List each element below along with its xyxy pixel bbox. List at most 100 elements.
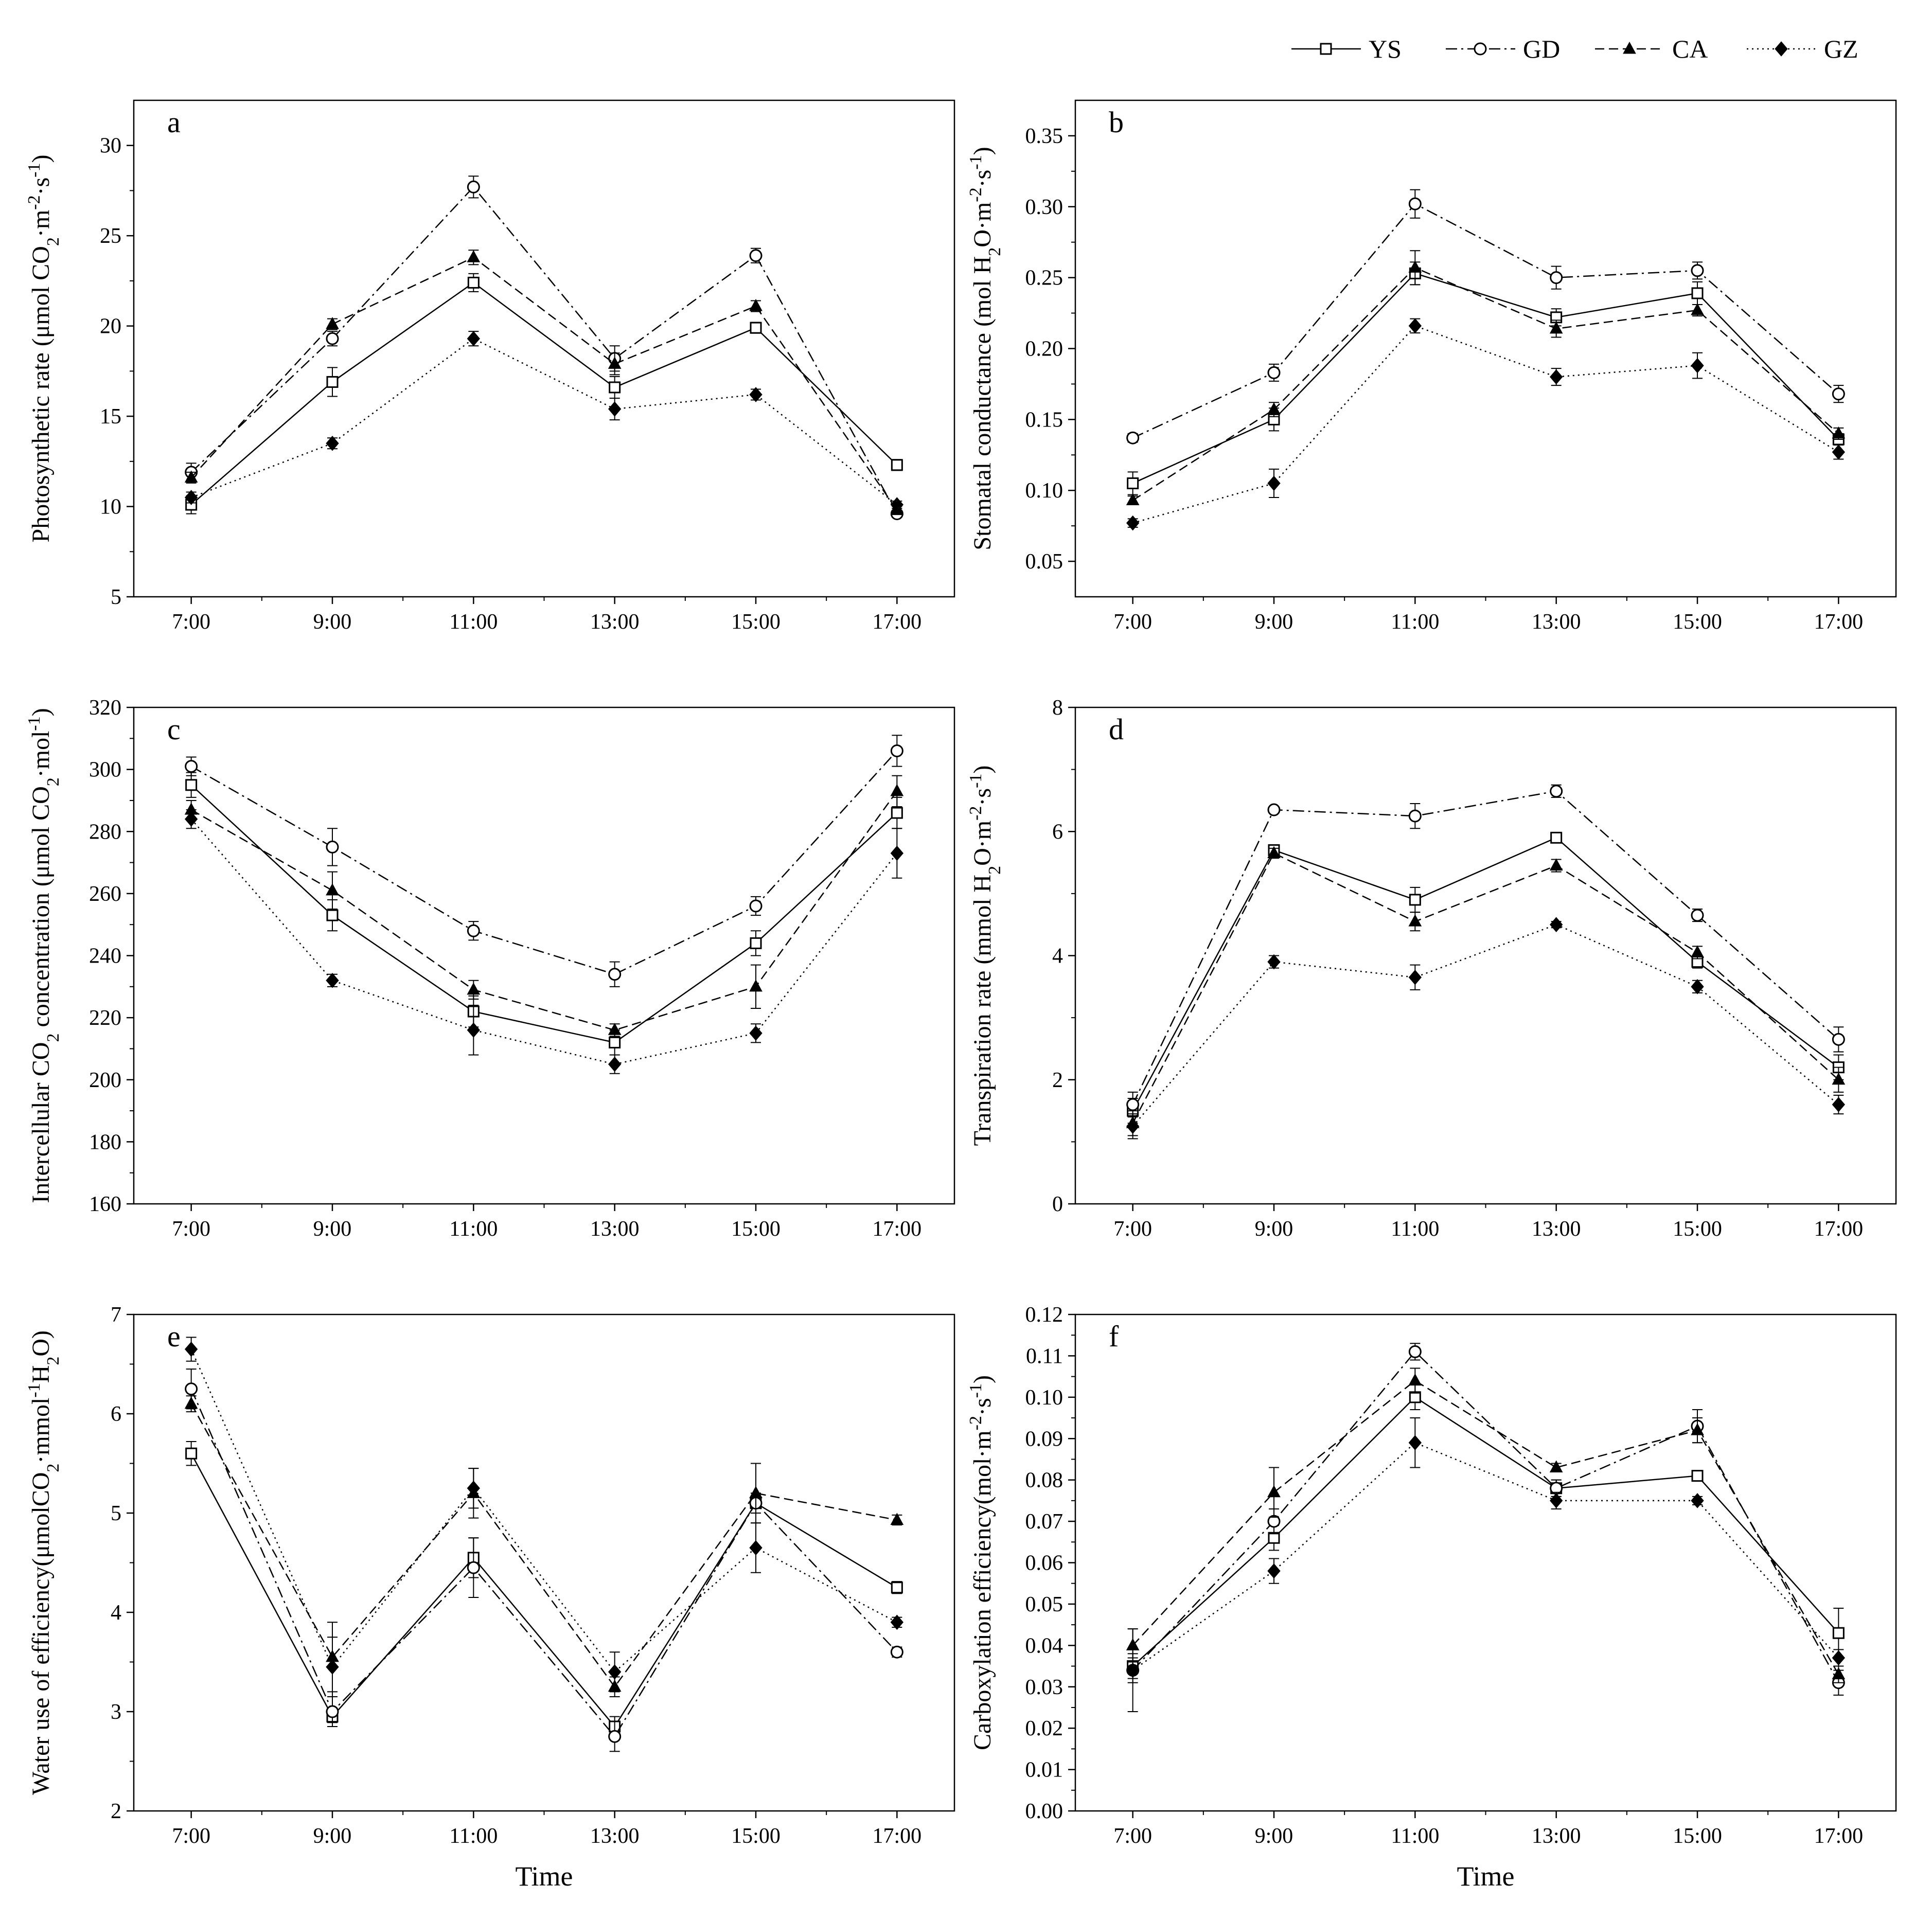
data-point: [609, 1036, 621, 1048]
x-tick-label: 9:00: [313, 610, 352, 634]
data-point: [1691, 979, 1704, 994]
data-point: [1267, 846, 1281, 858]
x-tick-label: 17:00: [1814, 1217, 1864, 1241]
y-tick-label: 25: [100, 224, 121, 248]
series-line: [1132, 837, 1839, 1111]
panel-label: d: [1109, 713, 1124, 746]
data-point: [1267, 1485, 1281, 1498]
data-point: [1691, 909, 1704, 922]
x-tick-label: 17:00: [1814, 1824, 1864, 1848]
data-point: [326, 883, 339, 896]
series-line: [1132, 923, 1839, 1127]
data-point: [1408, 197, 1422, 210]
y-tick-label: 320: [89, 696, 121, 720]
data-point: [1126, 1098, 1140, 1111]
x-tick-label: 9:00: [1255, 1824, 1293, 1848]
data-point: [608, 1056, 622, 1072]
y-tick-label: 0.30: [1025, 195, 1064, 219]
y-tick-label: 0.08: [1025, 1469, 1064, 1492]
data-point: [1691, 358, 1704, 374]
x-tick-label: 7:00: [1113, 1824, 1152, 1848]
data-point: [1832, 426, 1846, 439]
y-tick-label: 10: [100, 495, 121, 519]
series-CA: [1126, 1367, 1846, 1683]
x-tick-label: 13:00: [590, 1824, 640, 1848]
data-point: [890, 497, 904, 512]
x-tick-label: 9:00: [1255, 610, 1293, 634]
data-point: [891, 459, 903, 471]
y-tick-label: 3: [111, 1700, 121, 1724]
series-line: [190, 1403, 897, 1688]
y-tick-label: 0.09: [1025, 1427, 1064, 1451]
x-tick-label: 11:00: [1391, 1824, 1439, 1848]
y-tick-label: 6: [1052, 820, 1063, 844]
y-tick-label: 200: [89, 1069, 121, 1092]
series-line: [1132, 1350, 1839, 1683]
data-point: [1691, 1493, 1704, 1508]
series-line: [190, 1349, 897, 1673]
data-point: [1126, 515, 1140, 531]
data-point: [1691, 945, 1704, 957]
data-point: [1832, 1667, 1846, 1680]
legend-item-GZ: GZ: [1747, 34, 1858, 63]
y-tick-label: 0.07: [1025, 1510, 1064, 1534]
data-point: [1267, 366, 1281, 379]
legend-item-YS: YS: [1291, 34, 1402, 63]
x-tick-label: 7:00: [172, 1824, 210, 1848]
data-point: [326, 840, 339, 854]
legend-label: CA: [1672, 34, 1708, 63]
data-point: [185, 1447, 198, 1460]
data-point: [1549, 321, 1563, 334]
data-point: [608, 968, 622, 981]
x-tick-label: 7:00: [172, 610, 210, 634]
series-line: [190, 256, 898, 511]
x-tick-label: 11:00: [1391, 1217, 1439, 1241]
y-tick-label: 6: [111, 1402, 121, 1426]
legend-marker: [1623, 41, 1636, 54]
data-point: [1126, 1118, 1140, 1134]
data-point: [1550, 917, 1563, 932]
panel-a: a 5 10 15 20 25 30 7:00 9:00 11:00 13:00 15:00 17:00…: [25, 99, 955, 634]
data-point: [326, 317, 339, 329]
data-point: [326, 376, 339, 388]
y-axis-label: Transpiration rate (mmol H2O·m-2·s-1): [966, 766, 1004, 1146]
data-point: [185, 1382, 198, 1396]
series-YS: [1127, 831, 1845, 1124]
data-point: [467, 1022, 480, 1038]
data-point: [1832, 1650, 1846, 1666]
data-point: [467, 924, 480, 937]
data-point: [184, 470, 198, 483]
data-point: [1550, 271, 1563, 285]
series-GD: [185, 735, 903, 987]
panel-label: b: [1109, 105, 1124, 139]
series-GD: [1126, 189, 1845, 445]
data-point: [184, 1341, 198, 1357]
data-point: [749, 1025, 763, 1041]
data-point: [1550, 1493, 1563, 1508]
x-tick-label: 7:00: [1113, 610, 1152, 634]
series-YS: [185, 772, 903, 1056]
data-point: [890, 1614, 904, 1630]
series-YS: [1127, 1384, 1845, 1679]
x-tick-label: 15:00: [731, 1824, 781, 1848]
y-tick-label: 0.05: [1025, 550, 1064, 574]
x-tick-label: 7:00: [172, 1217, 210, 1241]
panel-c: c 160 180 200 220 240 260 280 300 320 7:00 9:00 11:0…: [25, 696, 955, 1241]
data-point: [1691, 303, 1704, 315]
series-CA: [184, 775, 904, 1037]
data-point: [1550, 831, 1563, 844]
x-axis-label: Time: [1457, 1861, 1514, 1892]
y-tick-label: 0.15: [1025, 408, 1064, 432]
panel-label: a: [167, 105, 181, 139]
y-tick-label: 2: [111, 1800, 121, 1823]
series-CA: [1126, 846, 1846, 1136]
legend-marker: [1474, 42, 1487, 56]
data-point: [890, 845, 904, 861]
y-tick-label: 0.10: [1025, 479, 1064, 503]
series-line: [190, 281, 898, 505]
data-point: [1408, 969, 1422, 985]
y-tick-label: 0.12: [1025, 1303, 1064, 1327]
x-tick-label: 17:00: [873, 1824, 922, 1848]
x-tick-label: 15:00: [1673, 610, 1722, 634]
data-point: [326, 972, 339, 988]
